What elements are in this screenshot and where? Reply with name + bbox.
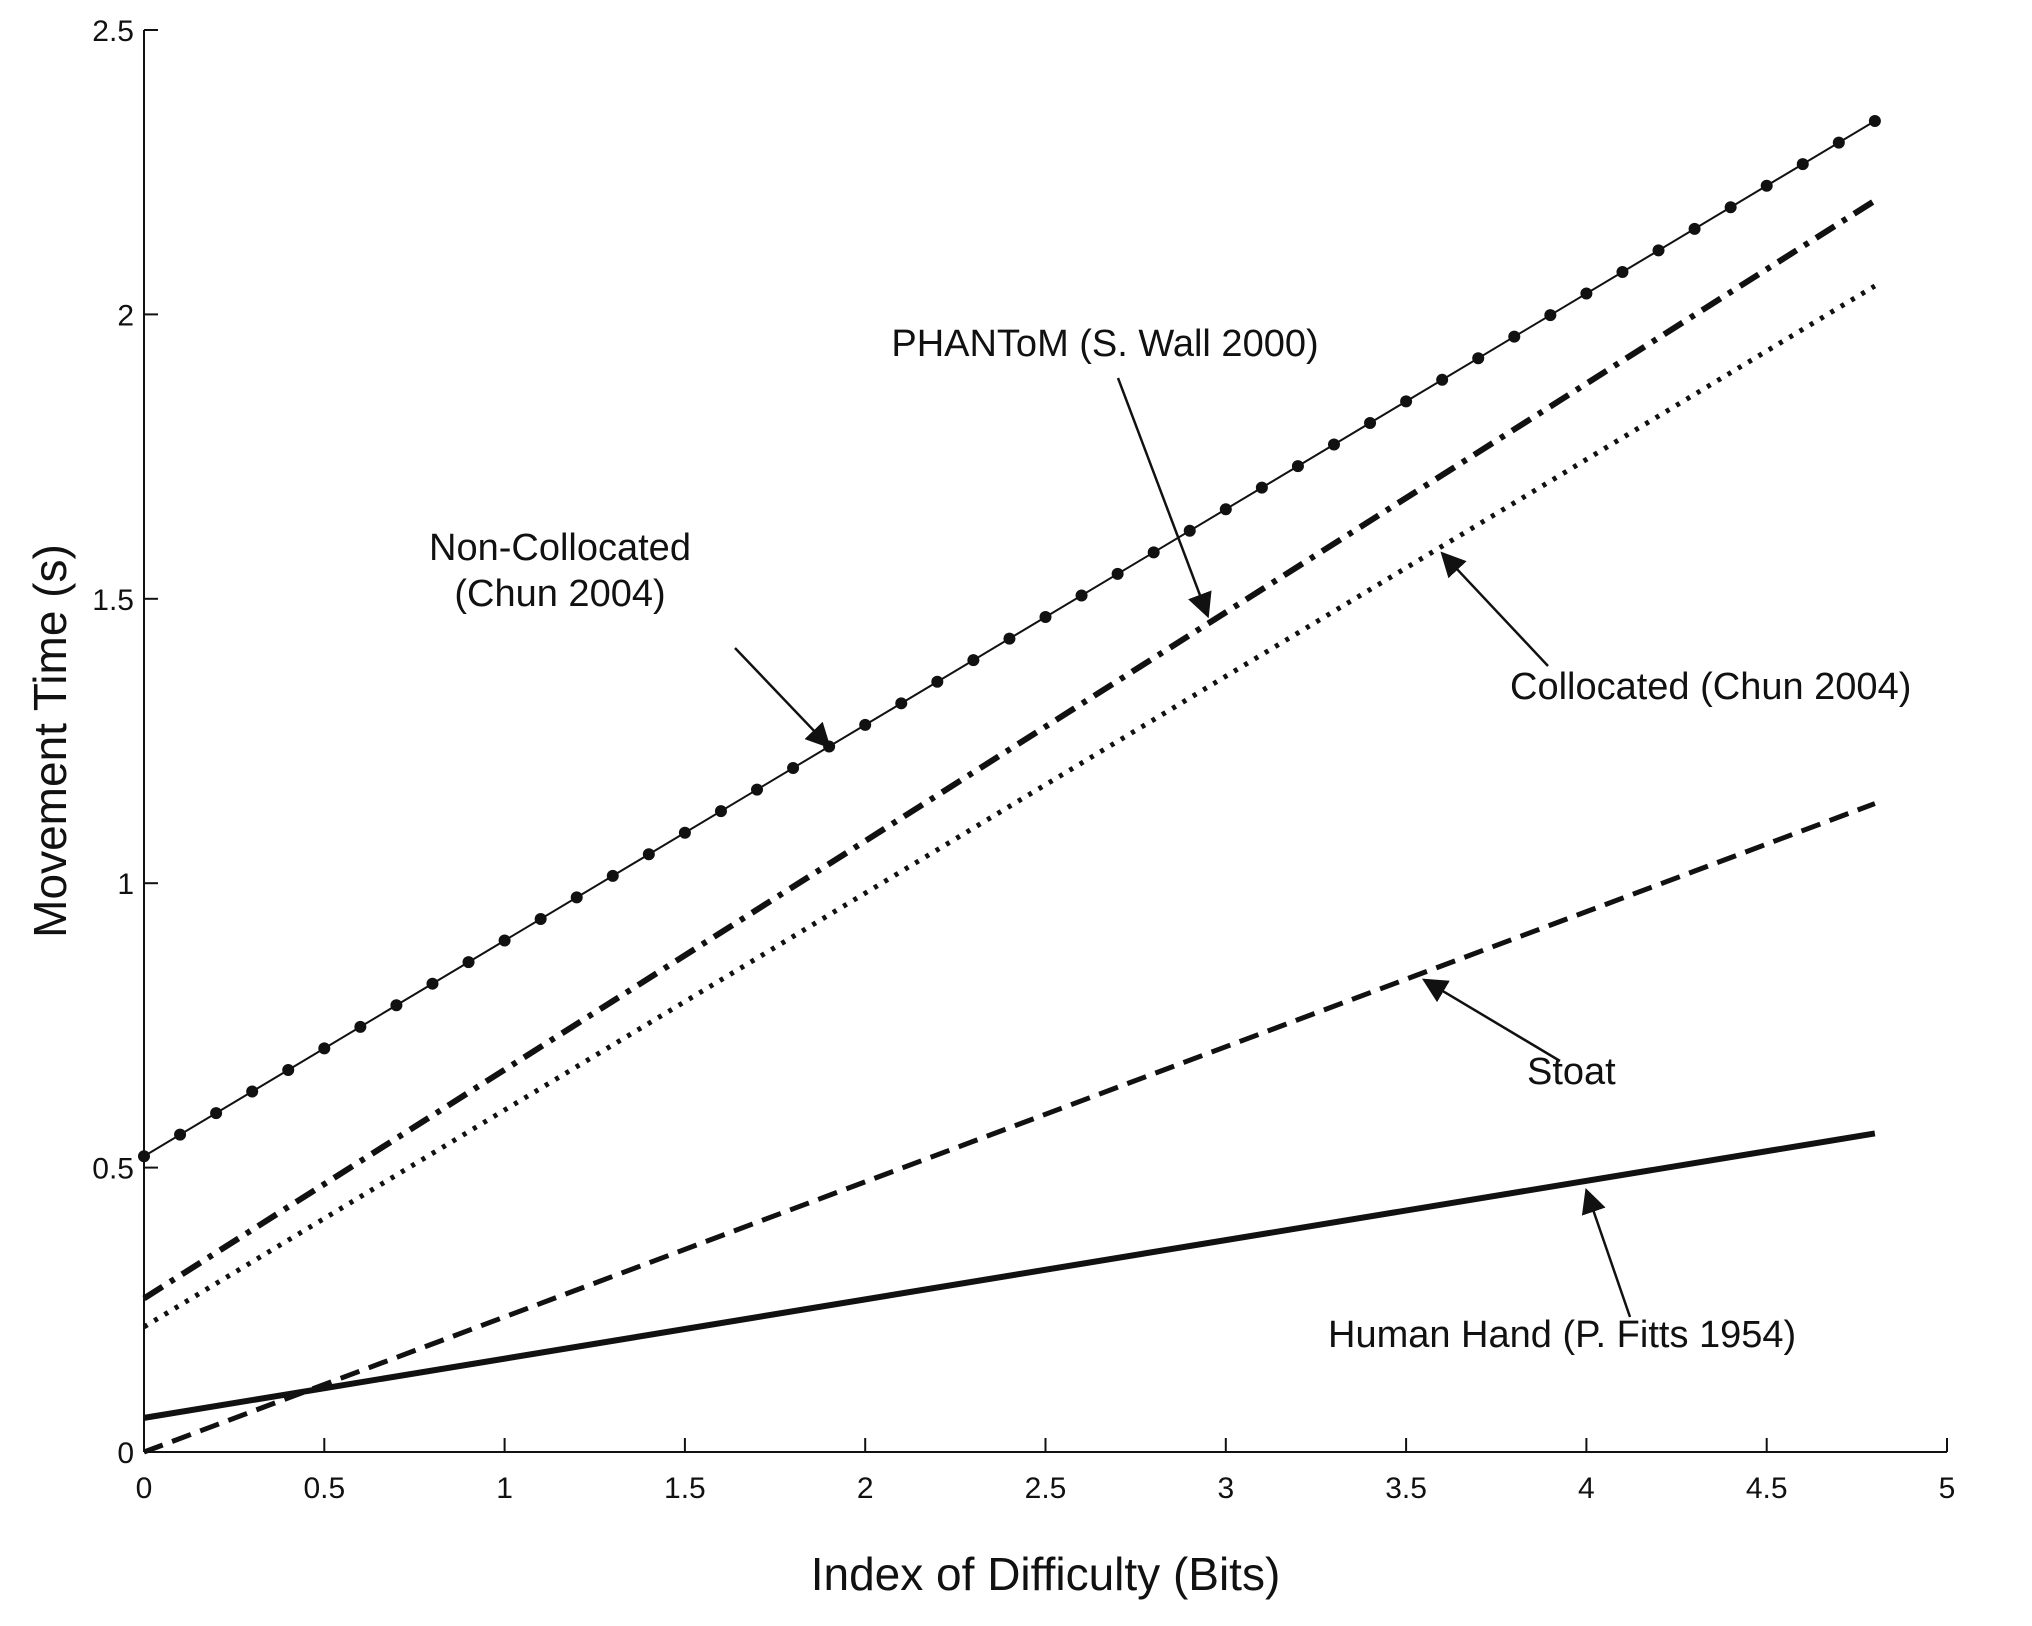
annotations-group: Non-Collocated (Chun 2004) PHANToM (S. Wal… — [429, 323, 1911, 1356]
annotation-arrow — [1421, 978, 1561, 1063]
axes: 0 0.5 1 1.5 2 2.5 3 3.5 4 4.5 5 0 0.5 1 1.5 2 2.5 Index o… — [24, 15, 1955, 1600]
series-group — [138, 115, 1881, 1455]
series-line-3 — [143, 801, 1876, 1455]
series-point — [895, 697, 908, 710]
series-point — [1147, 546, 1160, 559]
series-point — [1003, 632, 1016, 645]
series-point — [678, 826, 691, 839]
x-tick-label: 3.5 — [1385, 1472, 1427, 1505]
series-point — [1688, 222, 1701, 235]
series-point — [751, 783, 764, 796]
x-tick-label: 5 — [1939, 1472, 1956, 1505]
annotation-line: Stoat — [1527, 1051, 1616, 1093]
series-point — [390, 999, 403, 1012]
x-tick-label: 2.5 — [1025, 1472, 1067, 1505]
annotation-arrow — [1440, 551, 1549, 667]
series-point — [462, 956, 475, 969]
series-point — [787, 762, 800, 775]
series-point — [1580, 287, 1593, 300]
annotation-arrow — [734, 647, 831, 749]
series-point — [1472, 352, 1485, 365]
series-line-1 — [142, 198, 1877, 1301]
series-point — [714, 805, 727, 818]
annotation-label: PHANToM (S. Wall 2000) — [891, 323, 1318, 365]
series-point — [282, 1063, 295, 1076]
series-point — [1868, 115, 1881, 128]
annotation-label: Non-Collocated (Chun 2004) — [429, 527, 691, 615]
series-point — [318, 1042, 331, 1055]
series-point — [1832, 136, 1845, 149]
x-tick-label: 2 — [857, 1472, 874, 1505]
series-point — [1760, 179, 1773, 192]
series-point — [606, 869, 619, 882]
series-point — [570, 891, 583, 904]
series-point — [1724, 201, 1737, 214]
y-tick-label: 2.5 — [92, 15, 134, 48]
annotation-arrow — [1116, 377, 1212, 619]
series-point — [1255, 481, 1268, 494]
series-point — [1039, 611, 1052, 624]
series-point — [498, 934, 511, 947]
series-point — [967, 654, 980, 667]
series-line-4 — [143, 1130, 1876, 1421]
y-tick-label: 1.5 — [92, 584, 134, 617]
x-tick-label: 1.5 — [664, 1472, 706, 1505]
x-tick-label: 0 — [136, 1472, 153, 1505]
series-point — [1400, 395, 1413, 408]
series-point — [1616, 265, 1629, 278]
series-point — [138, 1150, 150, 1163]
series-point — [1183, 524, 1196, 537]
y-tick-label: 1 — [117, 868, 134, 901]
annotation-line: Human Hand (P. Fitts 1954) — [1328, 1314, 1796, 1356]
series-point — [1544, 309, 1557, 322]
annotation-line: Non-Collocated — [429, 527, 691, 569]
series-point — [1075, 589, 1088, 602]
series-point — [1111, 567, 1124, 580]
series-point — [1291, 460, 1304, 473]
series-point — [1652, 244, 1665, 257]
y-tick-label: 2 — [117, 299, 134, 332]
series-point — [426, 977, 439, 990]
annotation-label: Stoat — [1527, 1051, 1616, 1093]
y-tick-label: 0 — [117, 1437, 134, 1470]
series-point — [1436, 373, 1449, 386]
series-point — [1327, 438, 1340, 451]
series-point — [1508, 330, 1521, 343]
annotation-label: Human Hand (P. Fitts 1954) — [1328, 1314, 1796, 1356]
series-point — [1364, 416, 1377, 429]
x-tick-label: 3 — [1217, 1472, 1234, 1505]
annotation-arrow — [1581, 1187, 1632, 1318]
series-point — [174, 1128, 187, 1141]
x-tick-label: 0.5 — [303, 1472, 345, 1505]
series-point — [642, 848, 655, 861]
x-tick-label: 4.5 — [1746, 1472, 1788, 1505]
series-point — [1796, 158, 1809, 171]
annotation-line: (Chun 2004) — [454, 573, 665, 615]
annotation-line: PHANToM (S. Wall 2000) — [891, 323, 1318, 365]
series-point — [931, 675, 944, 688]
x-axis-title: Index of Difficulty (Bits) — [811, 1548, 1281, 1600]
series-point — [859, 718, 872, 731]
annotation-label: Collocated (Chun 2004) — [1510, 666, 1911, 708]
series-point — [354, 1020, 367, 1033]
series-point — [534, 912, 547, 925]
series-line-2 — [142, 283, 1877, 1330]
y-axis-title: Movement Time (s) — [24, 544, 76, 938]
y-tick-label: 0.5 — [92, 1153, 134, 1186]
annotation-line: Collocated (Chun 2004) — [1510, 666, 1911, 708]
series-point — [210, 1107, 223, 1120]
x-tick-label: 1 — [496, 1472, 513, 1505]
series-point — [1219, 503, 1232, 516]
x-tick-label: 4 — [1578, 1472, 1595, 1505]
series-point — [246, 1085, 259, 1098]
